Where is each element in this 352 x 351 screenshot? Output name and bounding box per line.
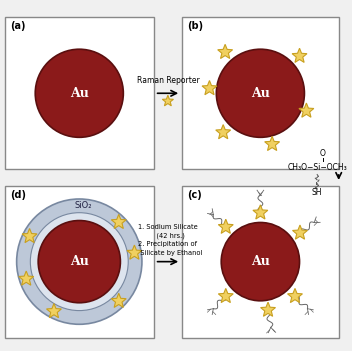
Polygon shape [299,103,314,117]
Text: Au: Au [251,87,270,100]
Text: Raman Reporter: Raman Reporter [137,77,199,85]
Polygon shape [162,95,174,106]
Circle shape [30,213,128,311]
Polygon shape [202,80,217,95]
FancyBboxPatch shape [182,186,339,338]
Polygon shape [111,214,126,229]
Text: O: O [320,150,326,158]
Text: (a): (a) [10,21,25,31]
Circle shape [221,223,300,301]
Polygon shape [260,302,276,316]
Circle shape [17,199,142,324]
Circle shape [38,220,120,303]
Polygon shape [46,304,61,318]
Polygon shape [19,271,34,285]
Polygon shape [216,125,231,139]
Polygon shape [293,225,307,239]
Polygon shape [127,245,142,259]
Polygon shape [265,136,279,151]
Text: Au: Au [70,255,89,268]
Text: (c): (c) [187,190,202,200]
FancyBboxPatch shape [5,186,154,338]
Polygon shape [218,44,233,59]
Polygon shape [22,229,37,243]
Text: 1. Sodium Silicate
   (42 hrs.)
2. Precipitation of
   Silicate by Ethanol: 1. Sodium Silicate (42 hrs.) 2. Precipit… [134,224,202,256]
Polygon shape [111,293,126,307]
Circle shape [35,49,123,137]
Text: Au: Au [70,87,89,100]
Polygon shape [292,48,307,62]
Polygon shape [218,219,233,233]
Text: (b): (b) [187,21,203,31]
Text: SiO₂: SiO₂ [75,201,92,210]
Polygon shape [218,289,233,303]
Circle shape [216,49,304,137]
Polygon shape [253,205,268,219]
Text: (d): (d) [10,190,26,200]
Polygon shape [288,289,302,303]
Text: SH: SH [312,188,322,197]
Text: CH₃O−Si−OCH₃: CH₃O−Si−OCH₃ [287,163,347,172]
FancyBboxPatch shape [5,18,154,169]
FancyBboxPatch shape [182,18,339,169]
Text: Au: Au [251,255,270,268]
